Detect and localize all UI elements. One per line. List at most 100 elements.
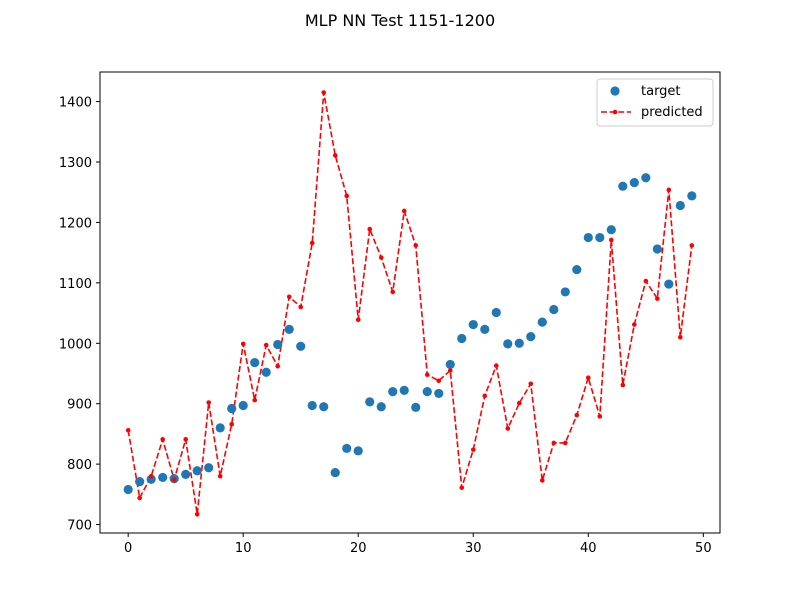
predicted-point — [344, 193, 350, 199]
predicted-point — [321, 90, 327, 95]
predicted-point — [585, 375, 591, 381]
target-point — [503, 339, 513, 349]
predicted-point — [275, 363, 281, 369]
x-tick-label: 30 — [465, 541, 482, 556]
target-point — [261, 367, 271, 377]
target-point — [468, 319, 478, 330]
predicted-point — [643, 278, 649, 284]
target-point — [227, 403, 237, 414]
x-tick-label: 50 — [695, 541, 712, 556]
y-tick-label: 700 — [67, 519, 92, 534]
predicted-point — [160, 437, 165, 442]
target-point — [422, 387, 432, 397]
predicted-point — [632, 322, 637, 327]
target-point — [342, 443, 352, 454]
predicted-series-line — [127, 92, 693, 515]
target-point — [480, 324, 490, 334]
target-point — [629, 177, 639, 188]
predicted-point — [367, 226, 373, 232]
target-point — [514, 338, 524, 348]
predicted-point — [516, 400, 522, 406]
predicted-point — [493, 363, 499, 368]
target-point — [687, 191, 697, 201]
target-point — [284, 324, 294, 334]
x-tick-label: 0 — [124, 541, 132, 556]
target-point — [537, 317, 547, 327]
target-point — [215, 423, 225, 433]
legend-target-marker — [610, 86, 620, 96]
target-point — [307, 400, 317, 411]
target-point — [675, 200, 685, 211]
y-tick-label: 1200 — [59, 216, 92, 231]
predicted-point — [125, 427, 131, 433]
target-point — [399, 385, 409, 396]
predicted-point — [597, 414, 603, 419]
legend-box — [596, 78, 714, 127]
target-point — [250, 358, 260, 368]
predicted-point — [206, 400, 212, 405]
target-point — [365, 397, 375, 407]
target-point — [606, 225, 616, 235]
target-point — [146, 474, 156, 484]
predicted-point — [459, 485, 465, 490]
y-tick-label: 1000 — [59, 337, 92, 352]
predicted-point — [689, 243, 695, 248]
target-point — [238, 400, 248, 411]
predicted-point — [355, 317, 361, 323]
target-point — [560, 287, 570, 297]
predicted-point — [401, 208, 407, 214]
predicted-point — [528, 381, 534, 387]
predicted-point — [505, 426, 511, 431]
predicted-point — [620, 382, 626, 388]
target-point — [123, 484, 133, 495]
axes-frame — [99, 71, 721, 534]
target-point — [273, 339, 283, 350]
target-point — [664, 279, 674, 289]
target-point — [376, 402, 386, 412]
predicted-point — [436, 378, 442, 384]
target-point — [572, 264, 582, 275]
target-point — [135, 477, 145, 487]
x-tick-label: 40 — [580, 541, 597, 556]
predicted-point — [539, 478, 545, 483]
predicted-point — [217, 473, 223, 479]
predicted-point — [309, 240, 315, 246]
predicted-point — [229, 421, 235, 427]
target-point — [204, 463, 214, 473]
predicted-point — [608, 237, 614, 243]
predicted-point — [194, 511, 200, 517]
chart-title: MLP NN Test 1151-1200 — [305, 11, 495, 30]
target-point — [388, 387, 398, 397]
y-tick-label: 800 — [67, 458, 92, 473]
predicted-point — [137, 495, 142, 501]
target-point — [192, 466, 202, 476]
predicted-point — [252, 397, 258, 403]
predicted-point — [470, 447, 476, 452]
predicted-point — [390, 289, 396, 295]
target-point — [457, 333, 467, 344]
predicted-point — [171, 477, 177, 483]
predicted-point — [447, 368, 453, 373]
target-point — [181, 469, 191, 479]
target-point — [296, 341, 306, 351]
target-point — [434, 388, 444, 399]
x-tick-label: 20 — [350, 541, 367, 556]
y-tick-label: 1100 — [59, 277, 92, 292]
predicted-point — [286, 294, 292, 300]
y-tick-label: 1300 — [59, 156, 92, 171]
predicted-point — [482, 393, 488, 399]
legend-predicted-label: predicted — [641, 105, 703, 120]
predicted-point — [413, 243, 419, 248]
y-tick-label: 1400 — [59, 96, 92, 111]
legend-target-label: target — [641, 84, 681, 99]
predicted-point — [424, 372, 430, 378]
predicted-point — [378, 255, 384, 260]
predicted-point — [263, 342, 269, 348]
target-point — [583, 232, 593, 243]
predicted-point — [183, 437, 188, 442]
plot-area: 0 10 20 30 40 50 700 800 900 1000 1100 1200 1300 1400… — [59, 71, 721, 556]
target-point — [491, 307, 501, 318]
target-point — [618, 181, 628, 191]
predicted-point — [655, 296, 660, 301]
predicted-point — [678, 334, 683, 340]
